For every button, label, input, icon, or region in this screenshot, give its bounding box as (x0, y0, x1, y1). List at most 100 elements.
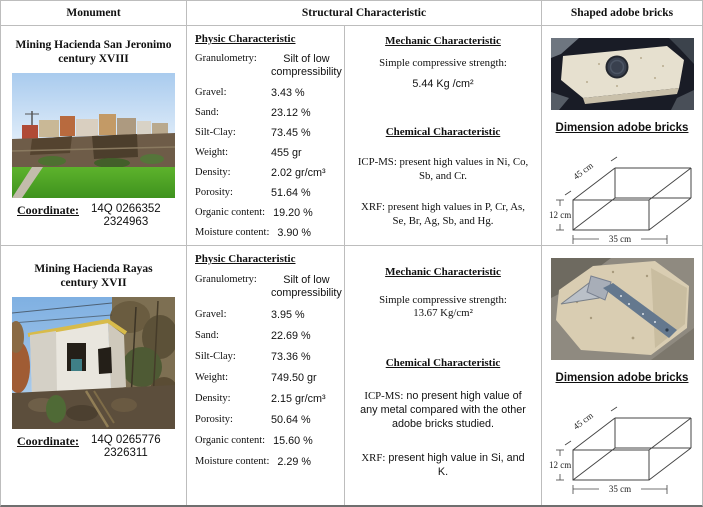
xrf-label: XRF: (361, 452, 386, 465)
density-row: Density: 2.02 gr/cm³ (195, 167, 340, 179)
coordinate-label: Coordinate: (17, 202, 79, 217)
monument-title-line2: century XVIII (58, 53, 129, 66)
mechanic-chemical-cell-2: Mechanic Characteristic Simple compressi… (345, 246, 542, 505)
sand-row: Sand: 22.69 % (195, 330, 340, 342)
shaped-bricks-cell-2: Dimension adobe bricks (542, 246, 702, 505)
density-row: Density: 2.15 gr/cm³ (195, 393, 340, 405)
dim-12cm-label: 12 cm (549, 460, 571, 470)
mechanic-chemical-cell-1: Mechanic Characteristic Simple compressi… (345, 26, 542, 246)
chemical-heading: Chemical Characteristic (385, 126, 501, 138)
physic-characteristics-cell-1: Physic Characteristic Granulometry: Silt… (187, 26, 345, 246)
xrf-label: XRF: (361, 201, 386, 214)
sand-row: Sand: 23.12 % (195, 107, 340, 119)
header-structural: Structural Characteristic (187, 1, 542, 26)
weight-row: Weight: 749.50 gr (195, 372, 340, 384)
physic-characteristics-cell-2: Physic Characteristic Granulometry: Silt… (187, 246, 345, 505)
chemical-heading: Chemical Characteristic (385, 357, 501, 369)
brick-dimension-diagram: 45 cm 12 cm 35 cm (549, 406, 692, 494)
icp-ms-text: present high values in Ni, Co, Sb, and C… (399, 156, 529, 183)
adobe-brick-hammer-photo (550, 258, 694, 360)
granulometry-value: Silt of low compressibility (271, 274, 342, 299)
icp-ms-label: ICP-MS: (357, 156, 397, 168)
adobe-brick-coin-photo (550, 38, 694, 110)
silt-clay-row: Silt-Clay: 73.36 % (195, 351, 340, 363)
porosity-row: Porosity: 50.64 % (195, 414, 340, 426)
compressive-strength-value: 5.44 Kg /cm² (412, 78, 474, 90)
xrf-row: XRF: present high value in Si, and K. (351, 451, 535, 479)
porosity-row: Porosity: 51.64 % (195, 187, 340, 199)
gravel-label: Gravel: (195, 308, 227, 320)
weight-value: 749.50 gr (271, 371, 317, 384)
sand-label: Sand: (195, 106, 219, 118)
dimension-heading: Dimension adobe bricks (555, 122, 689, 134)
granulometry-label: Granulometry: (195, 274, 257, 285)
silt-clay-row: Silt-Clay: 73.45 % (195, 127, 340, 139)
organic-content-value: 19.20 % (273, 206, 313, 219)
monument-title-line1: Mining Hacienda San Jeronimo (15, 39, 172, 51)
header-monument: Monument (1, 1, 187, 26)
physic-heading: Physic Characteristic (195, 33, 296, 45)
density-value: 2.02 gr/cm³ (271, 166, 326, 179)
gravel-row: Gravel: 3.95 % (195, 309, 340, 321)
monument-cell-rayas: Mining Hacienda Rayas century XVII (1, 246, 187, 505)
coordinate-line1: 14Q 0266352 (91, 202, 161, 215)
gravel-label: Gravel: (195, 86, 227, 98)
header-monument-label: Monument (66, 7, 121, 19)
weight-value: 455 gr (271, 146, 302, 159)
brick-dimension-diagram: 45 cm 12 cm 35 cm (549, 156, 692, 244)
silt-clay-label: Silt-Clay: (195, 126, 236, 138)
moisture-content-value: 3.90 % (277, 226, 311, 239)
hacienda-san-jeronimo-photo (12, 72, 175, 198)
granulometry-row: Granulometry: Silt of low compressibilit… (195, 274, 342, 300)
icp-ms-label: ICP-MS: (364, 390, 404, 402)
monument-title-line2: century XVII (60, 277, 127, 290)
header-structural-label: Structural Characteristic (301, 7, 427, 19)
dim-35cm-label: 35 cm (609, 234, 631, 244)
silt-clay-value: 73.36 % (271, 350, 311, 363)
coordinate-value: 14Q 0265776 2326311 (91, 434, 161, 460)
coordinate-row: Coordinate: 14Q 0266352 2324963 (17, 203, 186, 229)
coordinate-line1: 14Q 0265776 (91, 433, 161, 446)
organic-content-row: Organic content: 15.60 % (195, 435, 340, 447)
dimension-heading: Dimension adobe bricks (555, 372, 689, 384)
xrf-text: present high values in P, Cr, As, Se, Br… (387, 201, 525, 228)
sand-value: 22.69 % (271, 329, 311, 342)
moisture-content-label: Moisture content: (195, 226, 270, 238)
coordinate-label: Coordinate: (17, 433, 79, 448)
porosity-label: Porosity: (195, 186, 233, 198)
porosity-value: 50.64 % (271, 413, 311, 426)
organic-content-row: Organic content: 19.20 % (195, 207, 340, 219)
organic-content-label: Organic content: (195, 206, 266, 218)
moisture-content-label: Moisture content: (195, 455, 270, 467)
gravel-value: 3.95 % (271, 308, 305, 321)
moisture-content-row: Moisture content: 3.90 % (195, 227, 340, 239)
density-label: Density: (195, 392, 231, 404)
xrf-row: XRF: present high values in P, Cr, As, S… (351, 200, 535, 228)
physic-heading: Physic Characteristic (195, 253, 296, 265)
density-label: Density: (195, 166, 231, 178)
hacienda-rayas-photo (12, 296, 175, 429)
weight-label: Weight: (195, 146, 228, 158)
coordinate-line2: 2324963 (103, 215, 149, 228)
organic-content-value: 15.60 % (273, 434, 313, 447)
coordinate-row: Coordinate: 14Q 0265776 2326311 (17, 434, 186, 460)
shaped-bricks-cell-1: Dimension adobe bricks (542, 26, 702, 246)
porosity-label: Porosity: (195, 413, 233, 425)
silt-clay-label: Silt-Clay: (195, 350, 236, 362)
dim-12cm-label: 12 cm (549, 210, 571, 220)
weight-row: Weight: 455 gr (195, 147, 340, 159)
coordinate-line2: 2326311 (103, 446, 148, 459)
compressive-strength-label: Simple compressive strength: (379, 294, 507, 306)
sand-value: 23.12 % (271, 106, 311, 119)
monument-title-line1: Mining Hacienda Rayas (34, 263, 153, 275)
compressive-strength-label: Simple compressive strength: (379, 57, 507, 69)
monument-title: Mining Hacienda San Jeronimo century XVI… (1, 38, 186, 67)
organic-content-label: Organic content: (195, 434, 266, 446)
monument-title: Mining Hacienda Rayas century XVII (1, 262, 186, 291)
sand-label: Sand: (195, 329, 219, 341)
header-shaped-bricks-label: Shaped adobe bricks (570, 7, 674, 19)
moisture-content-row: Moisture content: 2.29 % (195, 456, 340, 468)
icp-ms-row: ICP-MS: present high values in Ni, Co, S… (351, 155, 535, 183)
icp-ms-text: no present high value of any metal compa… (360, 390, 526, 431)
